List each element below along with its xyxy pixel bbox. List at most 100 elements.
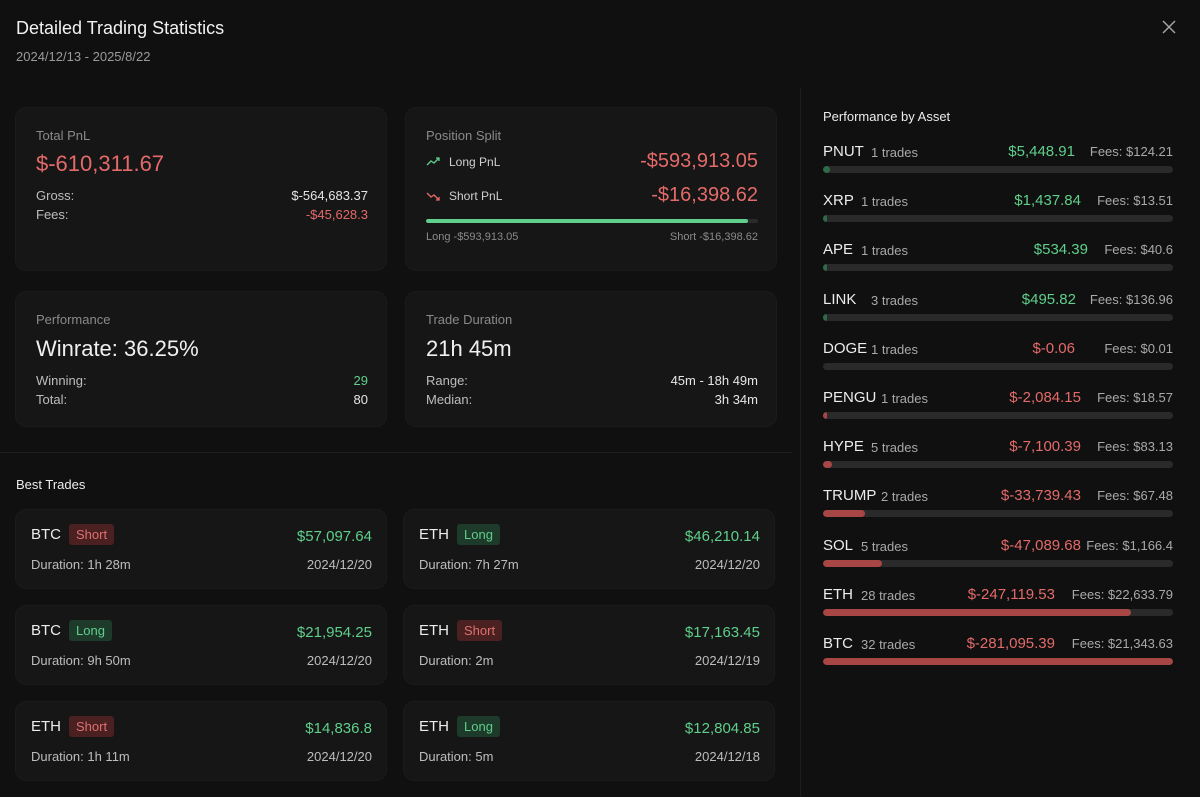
trade-card: ETH Long $46,210.14 Duration: 7h 27m 2024/12… bbox=[404, 510, 774, 588]
trade-pnl: $57,097.64 bbox=[296, 528, 372, 545]
total-pnl-label: Total PnL bbox=[36, 128, 91, 143]
total-value: 80 bbox=[353, 392, 368, 407]
long-caption: Long -$593,913.05 bbox=[426, 231, 519, 243]
trending-up-icon bbox=[426, 157, 440, 166]
asset-bar-fill bbox=[823, 166, 830, 173]
trade-side-badge: Long bbox=[69, 620, 112, 641]
asset-line: DOGE 1 trades $-0.06 Fees: $0.01 bbox=[823, 340, 1173, 360]
trade-side-badge: Long bbox=[457, 524, 500, 545]
asset-line: LINK 3 trades $495.82 Fees: $136.96 bbox=[823, 291, 1173, 311]
asset-line: TRUMP 2 trades $-33,739.43 Fees: $67.48 bbox=[823, 487, 1173, 507]
long-pnl-value: -$593,913.05 bbox=[640, 150, 758, 172]
trade-asset: ETH bbox=[419, 526, 449, 543]
trade-asset: ETH bbox=[31, 718, 61, 735]
date-range: 2024/12/13 - 2025/8/22 bbox=[16, 49, 151, 64]
performance-label: Performance bbox=[36, 312, 111, 327]
trade-header: ETH Long bbox=[419, 716, 500, 737]
asset-bar-track bbox=[823, 510, 1173, 518]
asset-line: PNUT 1 trades $5,448.91 Fees: $124.21 bbox=[823, 143, 1173, 163]
asset-fees: Fees: $18.57 bbox=[1097, 390, 1173, 405]
asset-bar-fill bbox=[823, 461, 832, 469]
trade-asset: ETH bbox=[419, 622, 449, 639]
asset-line: HYPE 5 trades $-7,100.39 Fees: $83.13 bbox=[823, 438, 1173, 458]
total-pnl-card: Total PnL $-610,311.67 Gross: $-564,683.… bbox=[16, 108, 386, 270]
asset-fees: Fees: $136.96 bbox=[1089, 291, 1173, 307]
asset-row-sol: SOL 5 trades $-47,089.68 Fees: $1,166.4 bbox=[823, 537, 1173, 577]
asset-trade-count: 28 trades bbox=[861, 587, 916, 603]
asset-name: ETH bbox=[823, 585, 853, 603]
asset-name: LINK bbox=[823, 290, 857, 308]
trade-duration: Duration: 9h 50m bbox=[31, 653, 131, 668]
asset-trade-count: 5 trades bbox=[871, 440, 918, 456]
asset-row-btc: BTC 32 trades $-281,095.39 Fees: $21,343.63 bbox=[823, 635, 1173, 675]
asset-line: BTC 32 trades $-281,095.39 Fees: $21,343.63 bbox=[823, 635, 1173, 655]
asset-fees: Fees: $0.01 bbox=[1104, 340, 1173, 356]
winning-row: Winning: 29 bbox=[36, 373, 368, 388]
position-split-bar-fill bbox=[426, 219, 749, 223]
trade-card: BTC Short $57,097.64 Duration: 1h 28m 2024/1… bbox=[16, 510, 386, 588]
short-pnl-row: Short PnL bbox=[426, 189, 502, 203]
trade-date: 2024/12/20 bbox=[306, 749, 372, 764]
trade-card: ETH Long $12,804.85 Duration: 5m 2024/12/18 bbox=[404, 702, 774, 780]
position-split-card: Position Split Long PnL -$593,913.05 Sho… bbox=[406, 108, 776, 270]
asset-row-link: LINK 3 trades $495.82 Fees: $136.96 bbox=[823, 291, 1173, 331]
asset-trade-count: 1 trades bbox=[871, 145, 918, 160]
asset-bar-track bbox=[823, 461, 1173, 469]
total-label: Total: bbox=[36, 392, 68, 407]
asset-bar-track bbox=[823, 313, 1173, 321]
long-pnl-label: Long PnL bbox=[449, 155, 501, 169]
trade-card: ETH Short $17,163.45 Duration: 2m 2024/12/19 bbox=[404, 606, 774, 684]
duration-value: 21h 45m bbox=[426, 336, 512, 361]
asset-trade-count: 1 trades bbox=[861, 243, 908, 259]
asset-pnl: $5,448.91 bbox=[1008, 143, 1075, 160]
trade-header: ETH Short bbox=[419, 620, 503, 641]
trade-date: 2024/12/18 bbox=[694, 749, 760, 764]
trade-duration: Duration: 1h 11m bbox=[31, 749, 130, 764]
asset-name: TRUMP bbox=[823, 487, 877, 505]
trade-pnl: $14,836.8 bbox=[305, 720, 372, 737]
asset-name: XRP bbox=[823, 192, 854, 210]
median-value: 3h 34m bbox=[714, 392, 758, 407]
asset-trade-count: 32 trades bbox=[861, 637, 916, 652]
asset-pnl: $534.39 bbox=[1033, 241, 1088, 259]
trade-side-badge: Short bbox=[69, 524, 115, 545]
close-button[interactable] bbox=[1160, 18, 1178, 36]
asset-name: PENGU bbox=[823, 389, 877, 406]
trade-date: 2024/12/20 bbox=[306, 653, 372, 668]
asset-fees: Fees: $13.51 bbox=[1097, 193, 1173, 209]
asset-pnl: $-7,100.39 bbox=[1009, 438, 1081, 456]
trade-side-badge: Long bbox=[457, 716, 500, 737]
trade-duration: Duration: 5m bbox=[419, 749, 494, 764]
asset-name: APE bbox=[823, 241, 854, 259]
asset-bar-fill bbox=[823, 313, 828, 321]
asset-fees: Fees: $40.6 bbox=[1104, 242, 1173, 258]
asset-trade-count: 2 trades bbox=[881, 489, 928, 505]
asset-trade-count: 3 trades bbox=[871, 292, 918, 308]
asset-bar-track bbox=[823, 608, 1173, 616]
best-trades-title: Best Trades bbox=[16, 477, 86, 492]
asset-pnl: $-2,084.15 bbox=[1009, 389, 1081, 406]
trade-pnl: $17,163.45 bbox=[684, 624, 760, 641]
fees-label: Fees: bbox=[36, 207, 69, 222]
asset-name: SOL bbox=[823, 536, 854, 554]
asset-name: BTC bbox=[823, 635, 853, 652]
asset-fees: Fees: $67.48 bbox=[1097, 488, 1173, 504]
trending-down-icon bbox=[426, 192, 440, 201]
asset-pnl: $-281,095.39 bbox=[966, 635, 1055, 652]
total-row: Total: 80 bbox=[36, 392, 368, 407]
modal-title: Detailed Trading Statistics bbox=[16, 18, 225, 38]
close-icon[interactable] bbox=[1162, 20, 1176, 34]
trade-duration: Duration: 2m bbox=[419, 653, 494, 668]
short-caption: Short -$16,398.62 bbox=[669, 231, 758, 243]
asset-row-trump: TRUMP 2 trades $-33,739.43 Fees: $67.48 bbox=[823, 487, 1173, 527]
asset-pnl: $-47,089.68 bbox=[1000, 536, 1081, 554]
asset-bar-fill bbox=[823, 264, 828, 272]
trade-side-badge: Short bbox=[69, 716, 115, 737]
position-split-label: Position Split bbox=[426, 128, 502, 143]
asset-row-ape: APE 1 trades $534.39 Fees: $40.6 bbox=[823, 241, 1173, 281]
range-value: 45m - 18h 49m bbox=[670, 373, 758, 388]
asset-bar-fill bbox=[823, 608, 1131, 616]
trade-duration-card: Trade Duration 21h 45m Range: 45m - 18h … bbox=[406, 292, 776, 426]
winrate-value: Winrate: 36.25% bbox=[36, 336, 199, 361]
trade-asset: BTC bbox=[31, 526, 61, 543]
